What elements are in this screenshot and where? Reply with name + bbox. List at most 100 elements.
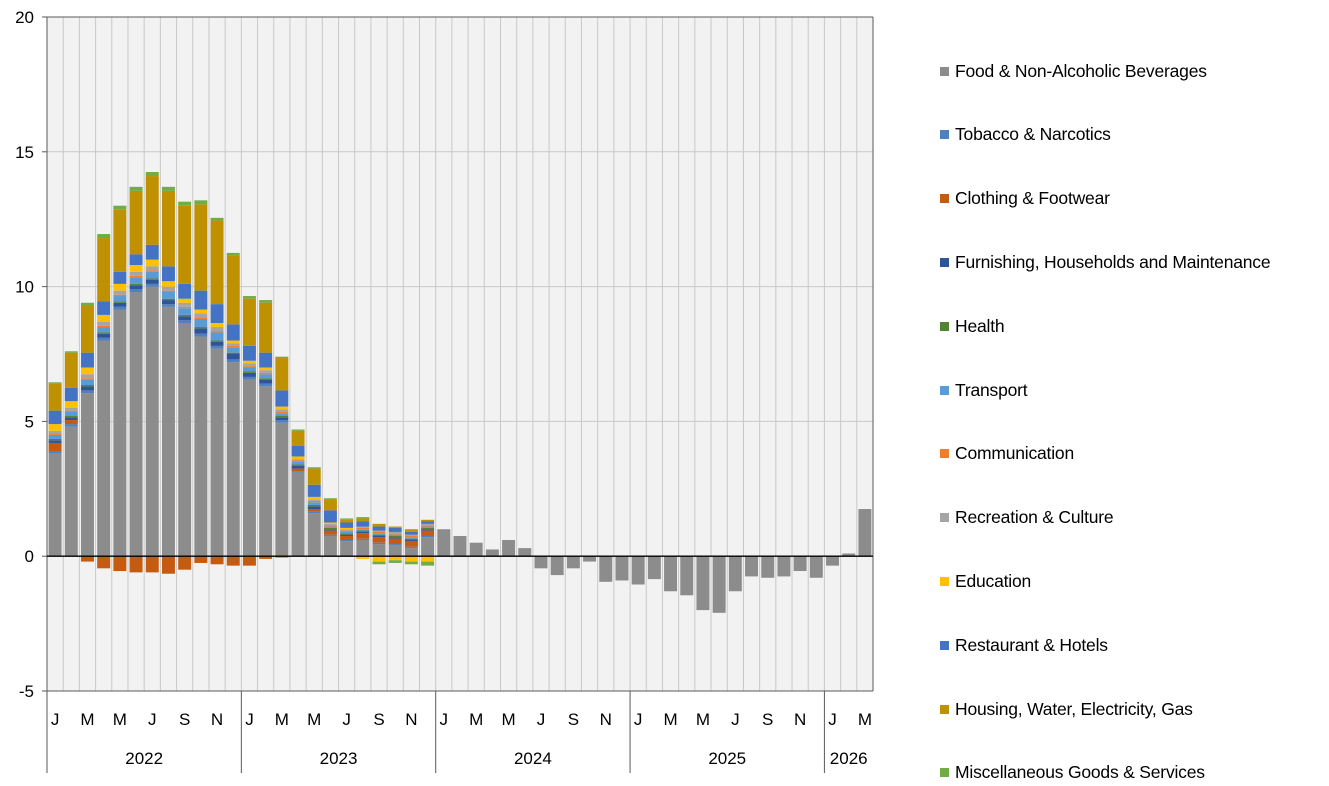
bar-segment [97,234,111,239]
bar-segment [97,301,111,315]
legend-swatch [940,768,949,778]
bar-segment [761,556,775,578]
bar-segment [421,530,435,536]
bar-segment [113,306,127,310]
bar-segment [275,416,289,418]
x-month-tick-label: J [342,710,351,729]
x-month-tick-label: J [440,710,449,729]
bar-segment [275,356,289,359]
bar-segment [226,324,240,341]
bar-segment [210,332,224,341]
x-month-tick-label: N [600,710,612,729]
bar-segment [356,527,370,530]
bar-segment [242,360,256,364]
bar-segment [210,341,224,346]
bar-segment [340,529,354,531]
bar-segment [210,304,224,323]
bar-segment [161,300,175,305]
bar-segment [161,186,175,191]
bar-segment [356,518,370,522]
bar-segment [113,209,127,272]
bar-segment [356,526,370,528]
legend-swatch [940,321,949,331]
legend-item: Miscellaneous Goods & Services [940,761,1205,785]
x-month-tick-label: S [373,710,384,729]
bar-segment [129,283,143,286]
bar-segment [64,416,78,418]
legend-swatch [940,194,949,204]
x-month-tick-label: N [794,710,806,729]
bar-segment [242,372,256,377]
x-month-tick-label: N [405,710,417,729]
bar-segment [599,556,613,582]
bar-segment [372,523,386,527]
bar-segment [178,298,192,303]
bar-segment [340,541,354,557]
bar-segment [129,556,143,573]
x-year-label: 2022 [125,749,163,768]
bar-segment [858,509,872,557]
legend-swatch [940,640,949,650]
bar-segment [48,382,62,384]
bars [48,172,872,613]
x-month-tick-label: M [858,710,872,729]
bar-segment [64,411,78,417]
bar-segment [178,308,192,315]
bar-segment [291,429,305,431]
bar-segment [48,433,62,435]
legend-item: Tobacco & Narcotics [940,123,1111,147]
legend-item: Transport [940,378,1028,402]
bar-segment [404,541,418,547]
bar-segment [680,556,694,596]
bar-segment [647,556,661,580]
bar-segment [404,546,418,549]
legend-label: Health [955,315,1005,336]
bar-segment [242,298,256,346]
bar-segment [275,413,289,417]
bar-segment [534,556,548,569]
legend-item: Restaurant & Hotels [940,633,1108,657]
bar-segment [194,290,208,310]
legend: Food & Non-Alcoholic Beverages Tobacco & … [940,0,1329,786]
bar-segment [64,351,78,353]
bar-segment [356,517,370,519]
legend-item: Food & Non-Alcoholic Beverages [940,59,1207,83]
bar-segment [259,383,273,387]
bar-segment [48,410,62,425]
legend-label: Furnishing, Households and Maintenance [955,251,1271,272]
bar-segment [421,535,435,538]
bar-segment [291,460,305,462]
bar-segment [421,521,435,524]
bar-segment [242,371,256,373]
bar-segment [145,286,159,557]
bar-segment [404,561,418,565]
legend-label: Clothing & Footwear [955,188,1110,209]
bar-segment [194,328,208,334]
bar-segment [178,302,192,307]
bar-segment [259,379,273,384]
bar-segment [210,340,224,342]
bar-segment [793,556,807,572]
bar-segment [113,294,127,297]
bar-segment [291,471,305,473]
bar-segment [421,519,435,522]
bar-segment [307,496,321,500]
bar-segment [178,316,192,321]
bar-segment [372,556,386,562]
x-month-tick-label: M [113,710,127,729]
bar-segment [502,540,516,557]
bar-segment [145,270,159,272]
bar-segment [372,526,386,531]
bar-segment [259,556,273,559]
bar-segment [113,205,127,210]
bar-segment [226,340,240,344]
bar-segment [161,190,175,267]
bar-segment [210,345,224,349]
x-month-tick-label: J [148,710,157,729]
bar-segment [97,332,111,334]
bar-segment [388,560,402,563]
bar-segment [242,296,256,299]
bar-segment [550,556,564,576]
